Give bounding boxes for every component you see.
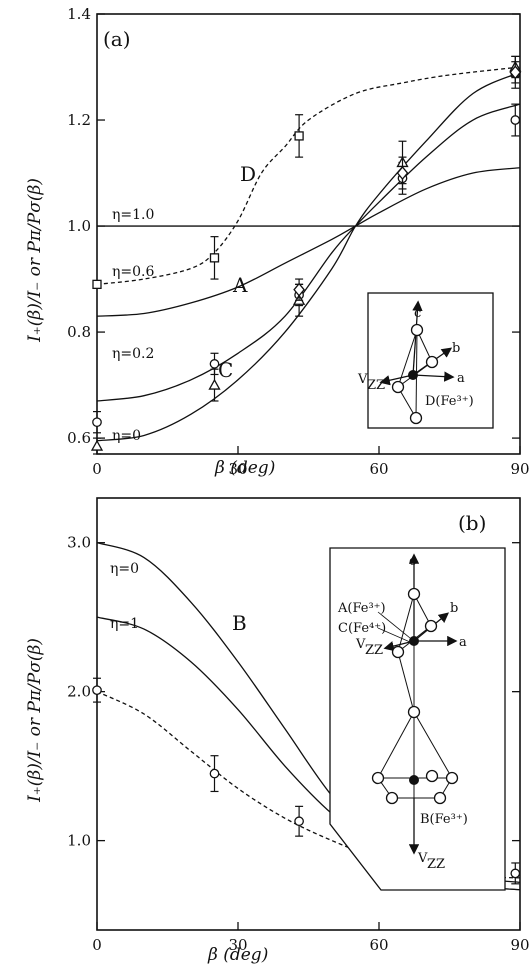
plot-frame-a xyxy=(96,13,521,455)
inset-label-site: D(Fe³⁺) xyxy=(425,394,474,409)
inset-b-label-zz2: ZZ xyxy=(427,857,445,872)
inset-structure-b: c b a V ZZ V ZZ A(Fe³⁺) C(Fe⁴⁺) B(Fe³⁺) xyxy=(329,547,506,891)
curve-label-C: C xyxy=(218,358,233,382)
y-tick-label: 2.0 xyxy=(67,683,91,701)
data-point-square xyxy=(209,236,220,280)
series-line-2 xyxy=(96,103,521,402)
curve-label-D: D xyxy=(240,162,256,186)
axis-ticks-b: 0 30 60 90 1.0 2.0 3.0 xyxy=(67,534,529,954)
y-tick-label: 3.0 xyxy=(67,534,91,552)
data-point-circle xyxy=(510,862,521,885)
inset-b-label-v1: V xyxy=(355,637,366,652)
series-line-3 xyxy=(96,71,521,442)
y-tick-label: 1.0 xyxy=(67,217,91,235)
data-point-diamond xyxy=(293,278,305,301)
data-point-diamond xyxy=(396,156,409,190)
eta-label-b0: η=0 xyxy=(110,561,139,577)
inset-b-label-zz1: ZZ xyxy=(365,643,383,658)
a-axis-arrow xyxy=(412,371,455,382)
inset-b-label-C: C(Fe⁴⁺) xyxy=(338,621,386,636)
inset-b-label-B: B(Fe³⁺) xyxy=(420,812,468,827)
inset-label-b: b xyxy=(452,341,460,356)
x-tick-label: 0 xyxy=(92,936,102,954)
data-points-a xyxy=(90,55,522,455)
panel-b: (b) 0 30 60 90 1.0 2.0 3.0 β (deg) I₊(β)/I₋ or… xyxy=(25,497,530,965)
data-point-triangle xyxy=(208,368,221,402)
x-tick-label: 90 xyxy=(510,936,529,954)
plot-frame-b xyxy=(96,497,521,931)
y-axis-label-a: I₊(β)/I₋ or Pπ/Pσ(β) xyxy=(25,178,45,343)
x-axis-label-a: β (deg) xyxy=(214,458,275,478)
data-point-square xyxy=(92,279,102,290)
x-tick-label: 0 xyxy=(92,460,102,478)
x-tick-label: 60 xyxy=(369,936,388,954)
inset-b-label-b: b xyxy=(450,601,458,616)
panel-a: (a) 0 30 60 90 0.6 0.8 1.0 1.2 1.4 β (deg) I₊(β)… xyxy=(25,5,530,478)
data-point-triangle xyxy=(90,437,104,455)
inset-b-label-v2: V xyxy=(417,851,428,866)
y-tick-label: 0.6 xyxy=(67,429,91,447)
data-point-circle xyxy=(209,755,220,793)
panel-label-b: (b) xyxy=(458,511,486,535)
y-tick-label: 0.8 xyxy=(67,323,91,341)
data-point-circle xyxy=(510,103,521,137)
series-line-4 xyxy=(96,66,521,286)
eta-label-0: η=0 xyxy=(112,428,141,444)
fe-site-dot xyxy=(408,370,418,380)
inset-b-label-A: A(Fe³⁺) xyxy=(337,601,386,616)
inset-label-a: a xyxy=(457,371,465,386)
series-line-1 xyxy=(96,167,521,317)
x-tick-label: 30 xyxy=(228,936,247,954)
inset-label-c: c xyxy=(414,306,421,321)
inset-b-label-a: a xyxy=(459,635,467,650)
y-tick-label: 1.0 xyxy=(67,832,91,850)
eta-label-1: η=1.0 xyxy=(112,207,154,223)
eta-label-02: η=0.2 xyxy=(112,346,154,362)
vzz-arrow xyxy=(379,374,414,386)
x-axis-label-b: β (deg) xyxy=(207,945,268,965)
inset-structure-a: c b a V ZZ D(Fe³⁺) xyxy=(357,292,494,429)
inset-b-label-c: c xyxy=(409,554,416,569)
x-tick-label: 60 xyxy=(369,460,388,478)
inset-label-zz: ZZ xyxy=(367,378,385,393)
curve-label-A: A xyxy=(232,273,248,297)
panel-label-a: (a) xyxy=(103,27,131,51)
eta-label-06: η=0.6 xyxy=(112,264,154,280)
curve-label-B: B xyxy=(232,611,247,635)
data-point-circle xyxy=(209,352,220,376)
data-point-circle xyxy=(294,805,304,837)
y-tick-label: 1.4 xyxy=(67,5,91,23)
curves-a xyxy=(96,66,521,442)
data-point-diamond xyxy=(509,61,522,84)
data-point-circle xyxy=(92,410,102,434)
x-tick-label: 90 xyxy=(510,460,529,478)
y-tick-label: 1.2 xyxy=(67,111,91,129)
y-axis-label-b: I₊(β)/I₋ or Pπ/Pσ(β) xyxy=(25,638,45,803)
data-point-square xyxy=(294,114,304,158)
x-tick-label: 30 xyxy=(228,460,247,478)
c-axis-arrow xyxy=(412,300,423,376)
data-point-circle xyxy=(92,677,102,703)
inset-label-v: V xyxy=(357,372,368,387)
eta-label-b1: η=1 xyxy=(110,616,139,632)
